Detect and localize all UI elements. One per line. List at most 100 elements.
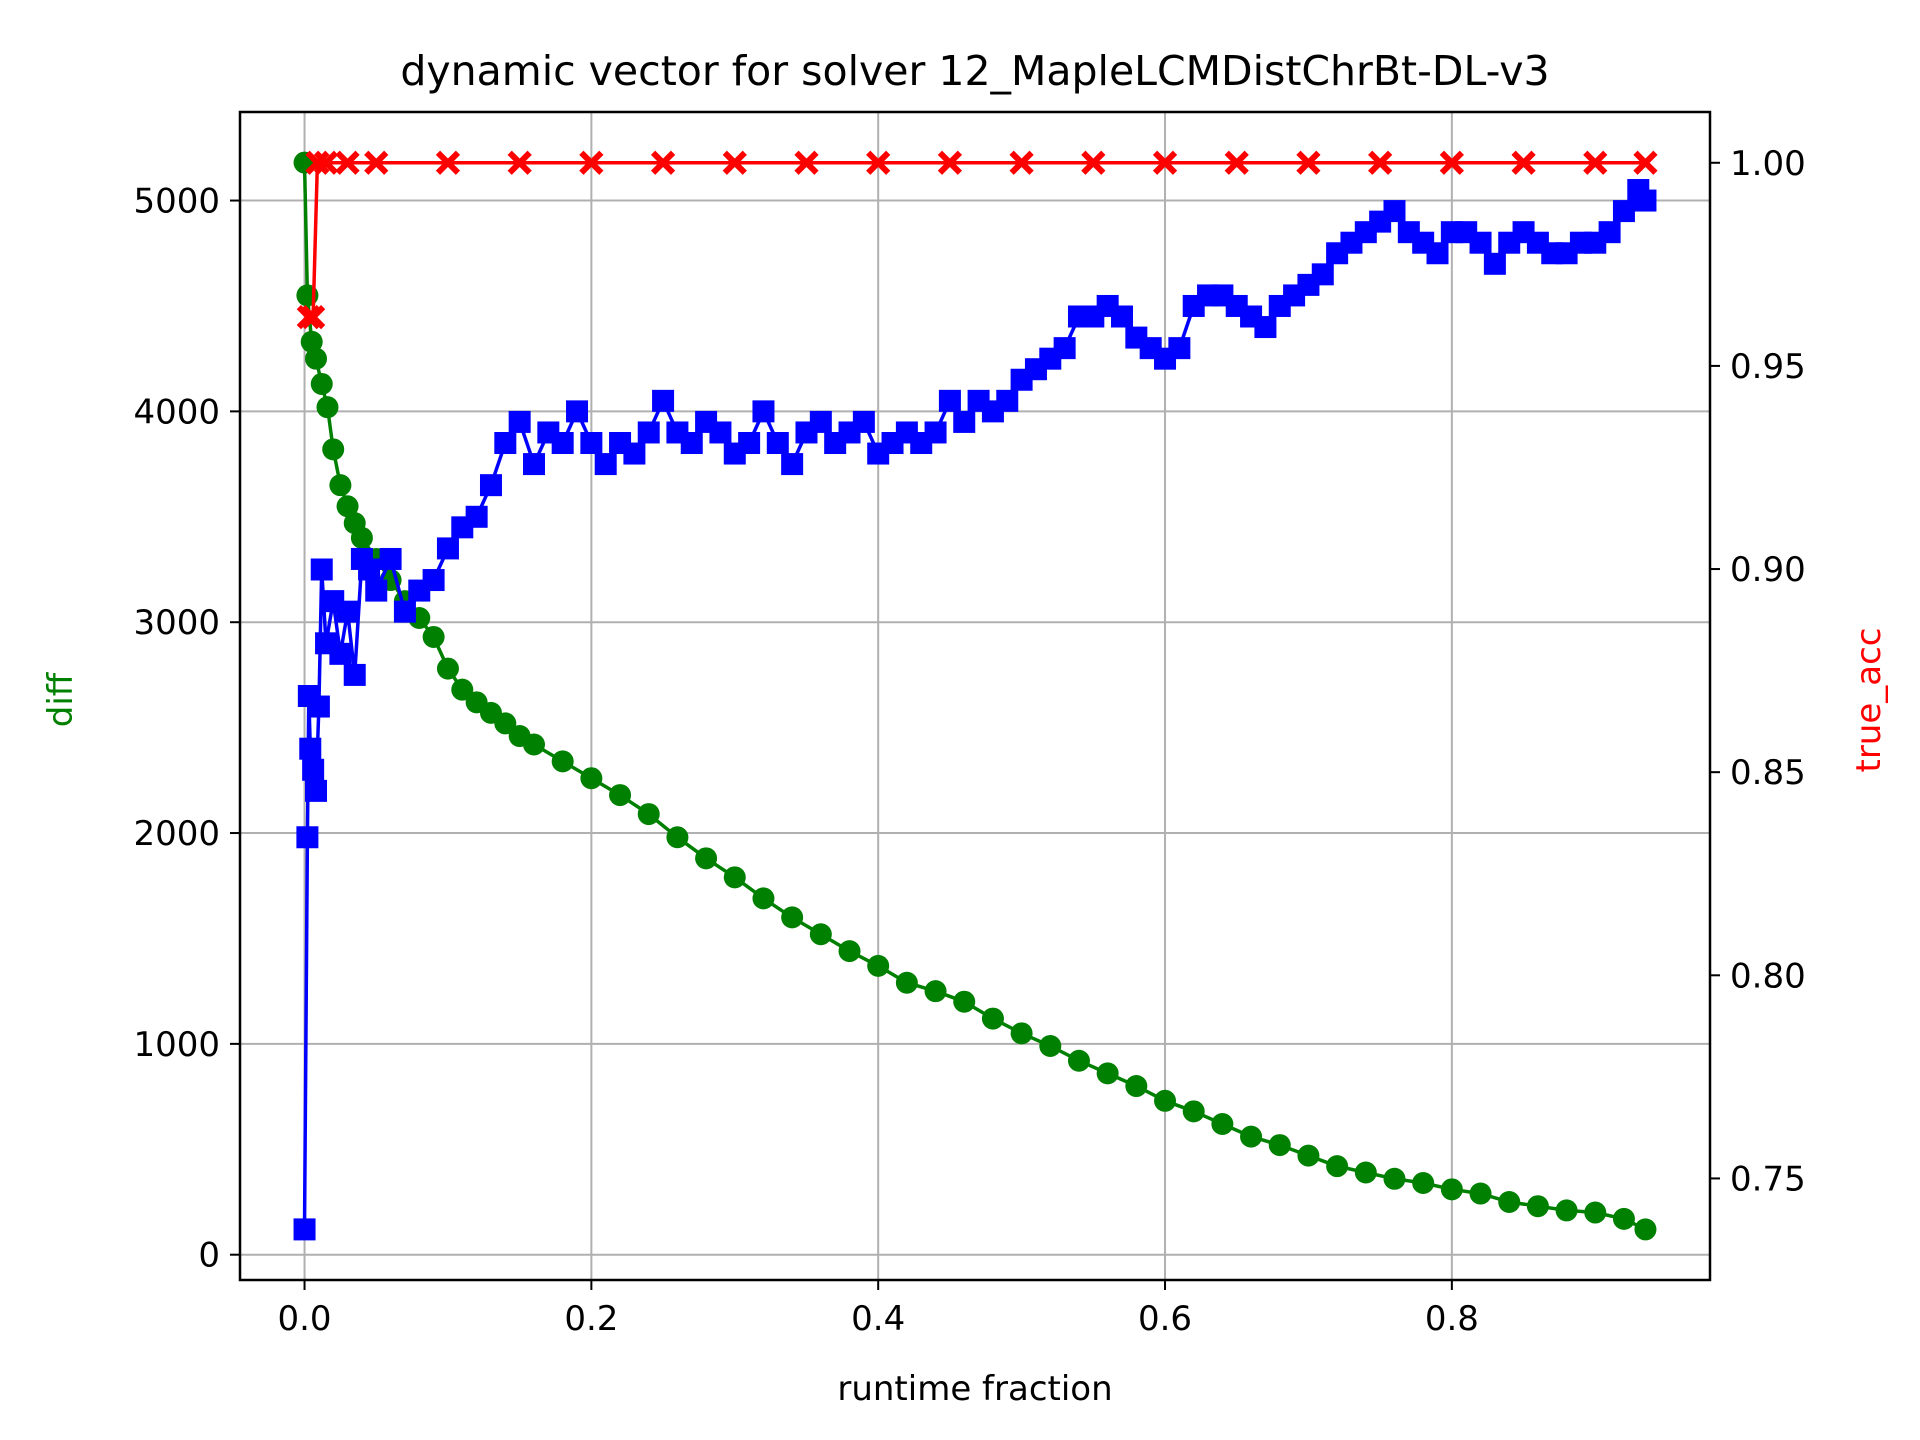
series-1-point — [393, 600, 416, 623]
series-1-point — [305, 779, 328, 802]
series-0-point — [1526, 1195, 1549, 1218]
series-0-point — [981, 1007, 1004, 1030]
series-1-line — [302, 188, 1647, 1230]
series-1-point — [307, 695, 330, 718]
series-1-point — [293, 1218, 316, 1241]
series-2-point — [579, 150, 604, 175]
series-0-point — [1498, 1190, 1521, 1213]
series-1-point — [809, 410, 832, 433]
series-1-point — [379, 547, 402, 570]
series-0-point — [781, 906, 804, 929]
series-0-point — [1268, 1134, 1291, 1157]
y-right-tick-label: 0.80 — [1730, 956, 1806, 996]
series-0-point — [1096, 1062, 1119, 1085]
series-0-point — [1182, 1100, 1205, 1123]
series-2-point — [1633, 150, 1658, 175]
series-1-point — [738, 432, 761, 455]
series-2-point — [1296, 150, 1321, 175]
series-2-point — [1583, 150, 1608, 175]
axes: 0.0 0.2 0.4 0.6 0.80100020003000400050000.75… — [133, 110, 1806, 1339]
series-1-point — [781, 453, 804, 476]
series-0-point — [1354, 1161, 1377, 1184]
plot-area — [293, 150, 1658, 1241]
series-1-point — [1168, 337, 1191, 360]
x-tick-label: 0.2 — [564, 1299, 618, 1339]
series-2-point — [507, 150, 532, 175]
series-0-point — [1555, 1199, 1578, 1222]
y-left-tick-label: 3000 — [133, 603, 220, 643]
series-0-point — [1584, 1201, 1607, 1224]
series-0-point — [350, 526, 373, 549]
series-1-point — [494, 432, 517, 455]
y-axis-left-label: diff — [41, 671, 81, 727]
series-1-point — [1612, 200, 1635, 223]
series-0-point — [924, 980, 947, 1003]
y-right-tick-label: 0.90 — [1730, 550, 1806, 590]
series-1-point — [310, 558, 333, 581]
series-2-point — [435, 150, 461, 175]
series-0-point — [316, 396, 339, 419]
series-0-point — [1326, 1155, 1349, 1178]
series-2-point — [1511, 150, 1536, 175]
series-1-point — [996, 389, 1019, 412]
series-0-point — [895, 971, 918, 994]
series-1-point — [508, 410, 531, 433]
series-0-point — [666, 826, 689, 849]
series-0-point — [1469, 1182, 1492, 1205]
series-1-point — [422, 569, 445, 592]
grid-lines — [240, 112, 1710, 1280]
series-1-point — [652, 389, 675, 412]
axes-frame — [238, 110, 1712, 1282]
series-1-point — [329, 642, 352, 665]
series-1-point — [302, 758, 325, 781]
series-0-point — [1440, 1178, 1463, 1201]
series-0-point — [336, 495, 359, 518]
series-0-point — [329, 474, 352, 497]
series-1-point — [752, 400, 775, 423]
series-2-point — [794, 150, 819, 175]
x-tick-label: 0.6 — [1138, 1299, 1192, 1339]
x-tick-label: 0.0 — [277, 1299, 331, 1339]
y-left-tick-label: 4000 — [133, 392, 220, 432]
series-2-point — [722, 150, 747, 175]
series-1-point — [924, 421, 947, 444]
series-0-point — [1154, 1089, 1177, 1112]
series-2-point — [1224, 150, 1249, 175]
series-2-point — [296, 305, 321, 330]
series-0-point — [838, 940, 861, 963]
y-left-tick-label: 2000 — [133, 814, 220, 854]
series-1-point — [551, 432, 574, 455]
series-1-point — [637, 421, 660, 444]
series-1-point — [336, 600, 359, 623]
series-0-point — [551, 750, 574, 773]
y-right-tick-label: 0.95 — [1730, 347, 1806, 387]
series-1-point — [479, 474, 502, 497]
series-0-point — [494, 712, 517, 735]
series-0-point — [609, 784, 632, 807]
series-2-point — [1009, 150, 1034, 175]
series-0-point — [436, 657, 459, 680]
x-axis-label: runtime fraction — [837, 1369, 1112, 1409]
series-0-point — [310, 372, 333, 395]
series-2-point — [1439, 150, 1464, 175]
series-1-point — [938, 389, 961, 412]
series-0-point — [451, 678, 474, 701]
series-2-point — [1081, 150, 1106, 175]
series-0-point — [637, 803, 660, 826]
series-1-point — [594, 453, 617, 476]
series-1-point — [623, 442, 646, 465]
series-1-point — [358, 558, 381, 581]
series-1-point — [1383, 200, 1406, 223]
series-1-point — [1634, 189, 1657, 212]
series-1-point — [1426, 242, 1449, 265]
series-0-point — [1383, 1167, 1406, 1190]
series-0-point — [523, 733, 545, 756]
y-left-tick-label: 5000 — [133, 182, 220, 222]
series-2-point — [335, 150, 360, 175]
series-2-point — [650, 150, 676, 175]
y-left-tick-label: 0 — [198, 1236, 220, 1276]
y-right-tick-label: 0.85 — [1730, 753, 1806, 793]
y-right-tick-label: 0.75 — [1730, 1159, 1806, 1199]
